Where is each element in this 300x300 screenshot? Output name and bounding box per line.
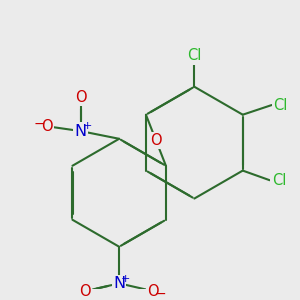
Text: +: + xyxy=(83,121,92,131)
Text: −: − xyxy=(155,287,167,300)
Text: O: O xyxy=(147,284,159,298)
Text: −: − xyxy=(33,116,45,130)
Text: N: N xyxy=(113,276,125,291)
Text: Cl: Cl xyxy=(274,98,288,112)
Text: O: O xyxy=(150,133,162,148)
Text: Cl: Cl xyxy=(272,173,286,188)
Text: O: O xyxy=(75,90,86,105)
Text: N: N xyxy=(74,124,87,139)
Text: +: + xyxy=(121,274,130,284)
Text: O: O xyxy=(41,119,53,134)
Text: O: O xyxy=(80,284,91,298)
Text: Cl: Cl xyxy=(187,48,202,63)
